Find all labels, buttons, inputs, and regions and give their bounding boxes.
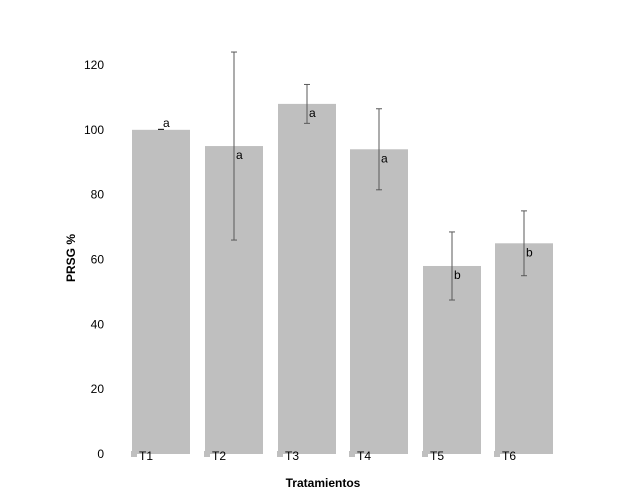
y-tick-label: 120 bbox=[84, 58, 104, 72]
category-swatch bbox=[204, 451, 210, 457]
category-label-t2: T2 bbox=[212, 449, 226, 463]
significance-labels: a a a a b b bbox=[163, 106, 533, 282]
error-bar-t2 bbox=[231, 51, 237, 241]
category-swatch bbox=[277, 451, 283, 457]
error-bar-t5 bbox=[449, 231, 455, 301]
significance-label-t3: a bbox=[309, 106, 316, 120]
error-bars bbox=[158, 51, 527, 301]
category-label-t4: T4 bbox=[357, 449, 371, 463]
significance-label-t4: a bbox=[381, 151, 388, 165]
bar-t4 bbox=[350, 149, 408, 455]
bar-t1 bbox=[132, 129, 190, 455]
significance-label-t6: b bbox=[526, 245, 533, 259]
y-tick-label: 0 bbox=[97, 447, 104, 461]
significance-label-t5: b bbox=[454, 268, 461, 282]
category-swatch bbox=[494, 451, 500, 457]
category-label-t1: T1 bbox=[139, 449, 153, 463]
category-label-t5: T5 bbox=[430, 449, 444, 463]
error-bar-t4 bbox=[376, 108, 382, 191]
error-bar-t6 bbox=[521, 210, 527, 277]
bars bbox=[132, 103, 553, 455]
y-tick-label: 80 bbox=[91, 188, 105, 202]
category-label-t6: T6 bbox=[502, 449, 516, 463]
y-tick-label: 40 bbox=[91, 317, 105, 331]
category-labels: T1 T2 T3 T4 T5 T6 bbox=[131, 449, 516, 463]
bar-t3 bbox=[278, 103, 336, 455]
y-tick-label: 100 bbox=[84, 123, 104, 137]
significance-label-t2: a bbox=[236, 148, 243, 162]
error-bar-t3 bbox=[304, 83, 310, 124]
category-swatch bbox=[422, 451, 428, 457]
y-tick-label: 20 bbox=[91, 382, 105, 396]
significance-label-t1: a bbox=[163, 116, 170, 130]
y-axis-ticks: 0 20 40 60 80 100 120 bbox=[84, 58, 104, 461]
category-label-t3: T3 bbox=[285, 449, 299, 463]
bar-t6 bbox=[495, 243, 553, 454]
category-swatch bbox=[349, 451, 355, 457]
y-tick-label: 60 bbox=[91, 253, 105, 267]
y-axis-title: PRSG % bbox=[64, 234, 78, 282]
x-axis-title: Tratamientos bbox=[286, 476, 361, 490]
category-swatch bbox=[131, 451, 137, 457]
